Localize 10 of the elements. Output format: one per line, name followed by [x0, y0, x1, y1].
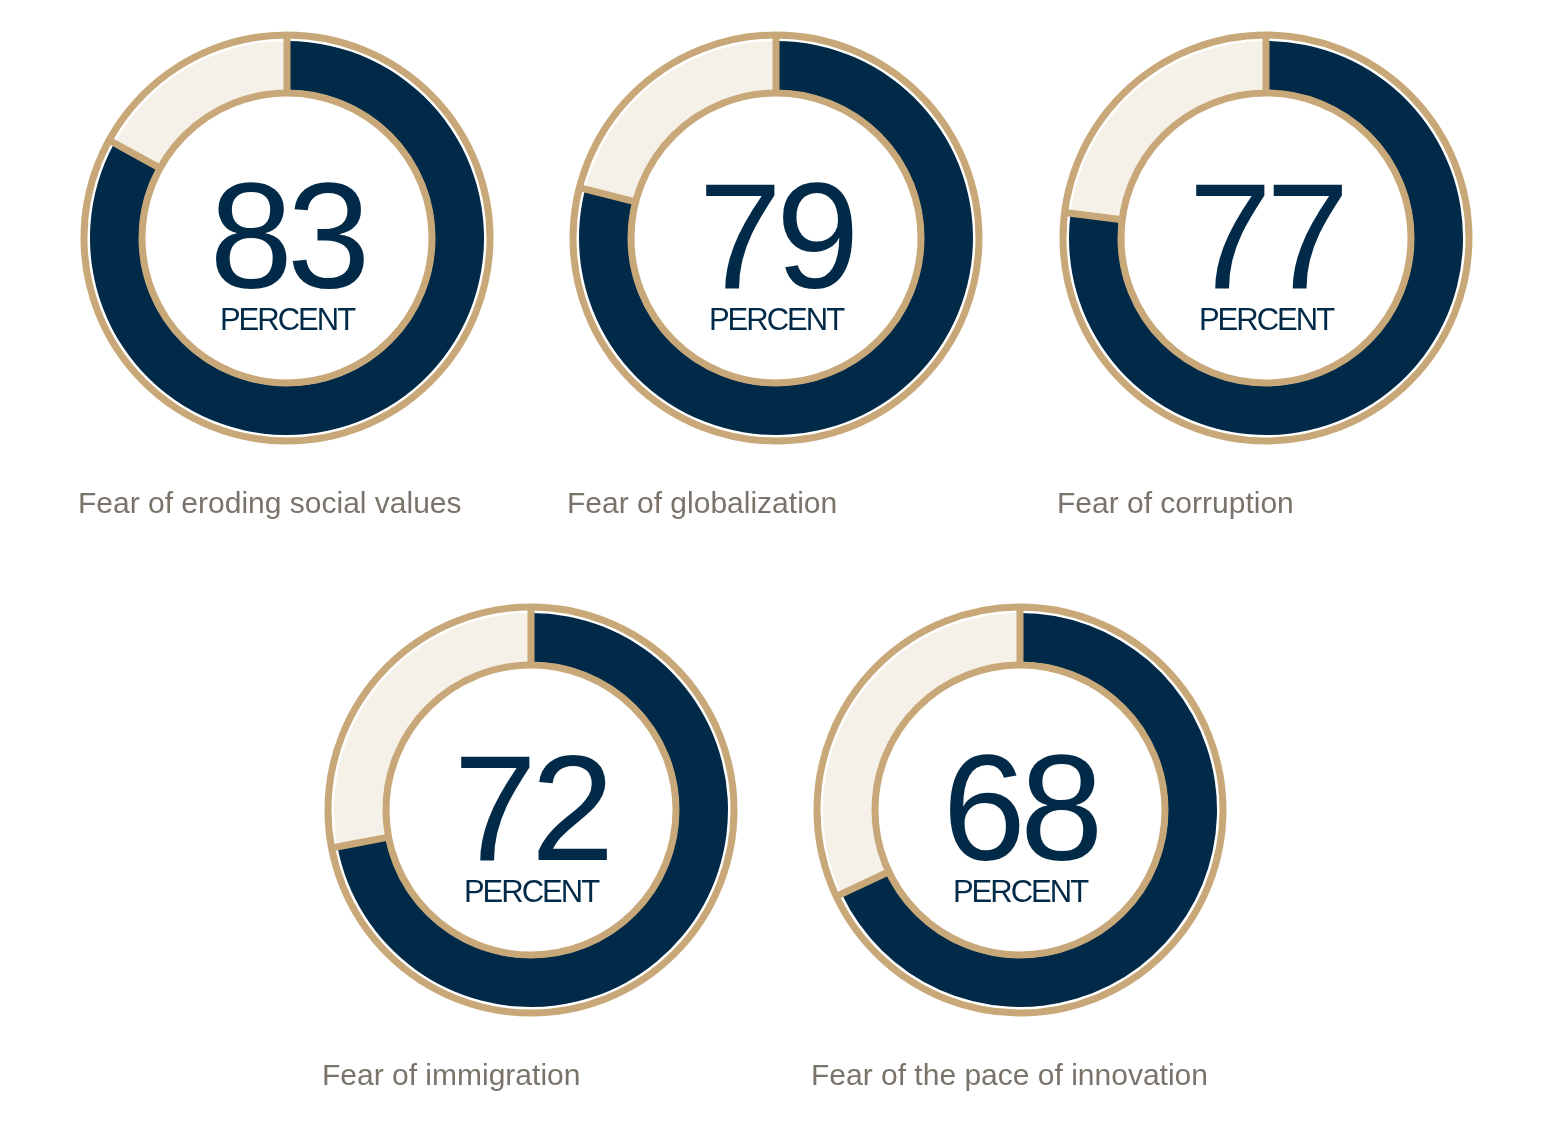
- text: Fear of immigration: [322, 1058, 581, 1091]
- text: PERCENT: [1198, 302, 1336, 337]
- text: PERCENT: [708, 302, 846, 337]
- text: Fear of the pace of innovation: [811, 1058, 1208, 1091]
- text: PERCENT: [219, 302, 357, 337]
- text: PERCENT: [952, 874, 1090, 909]
- text: Fear of globalization: [567, 486, 838, 519]
- text: Fear of eroding social values: [78, 486, 462, 519]
- text: PERCENT: [463, 874, 601, 909]
- text: Fear of corruption: [1057, 486, 1294, 519]
